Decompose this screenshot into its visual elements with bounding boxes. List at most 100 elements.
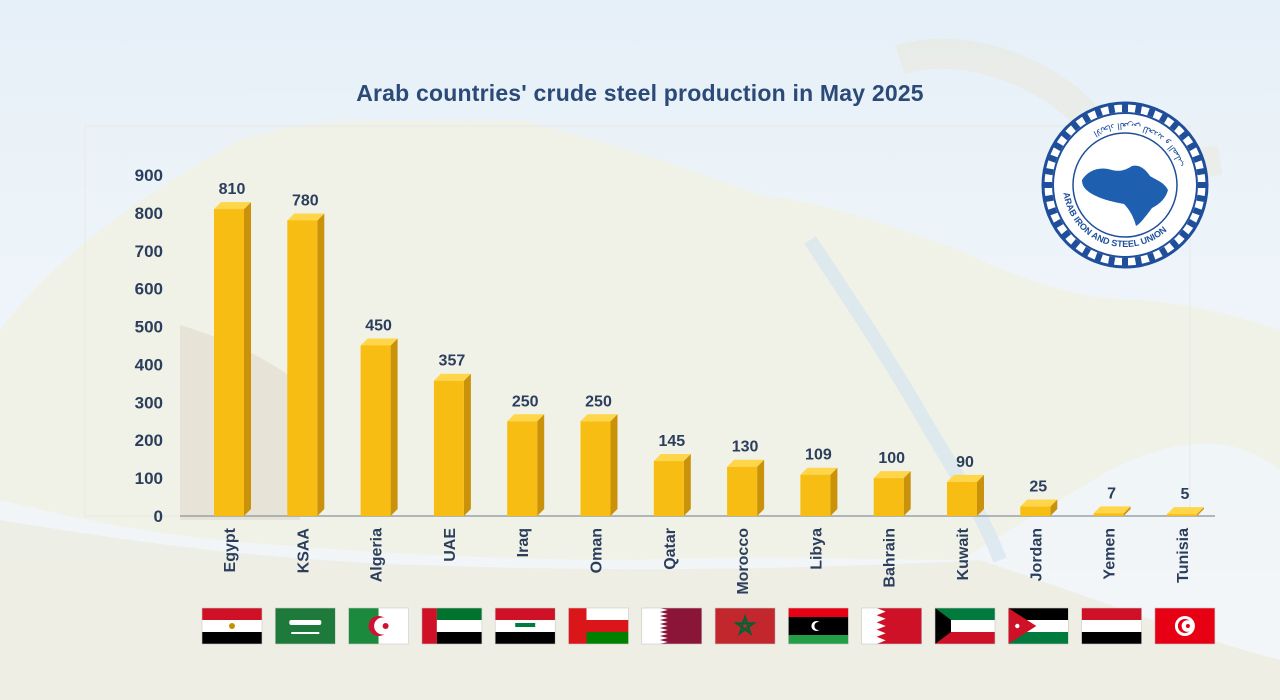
data-label: 109 [805, 447, 832, 464]
bar-front [507, 421, 538, 516]
arab-world-map-icon [1082, 165, 1168, 226]
bar-side [830, 467, 838, 516]
saudi-arabia-flag [274, 607, 336, 645]
kuwait-flag [934, 607, 996, 645]
bar-top [580, 414, 618, 422]
x-tick-label: Kuwait [955, 527, 972, 580]
bar-side [463, 373, 471, 516]
x-tick-label: Egypt [222, 527, 239, 572]
bar-side [903, 471, 911, 516]
bar-top [214, 202, 251, 210]
bar-top [1093, 506, 1131, 514]
x-tick-label: Bahrain [882, 528, 899, 588]
egypt-flag [201, 607, 263, 645]
bar-side [683, 454, 691, 516]
bahrain-flag [861, 607, 923, 645]
bar-side [244, 202, 251, 516]
data-label: 145 [658, 433, 685, 450]
bar-top [653, 454, 691, 462]
data-label: 250 [585, 393, 612, 410]
bar-top [287, 213, 325, 221]
bar-top [1020, 499, 1058, 507]
bar-front [1166, 514, 1197, 516]
x-tick-label: Algeria [369, 528, 386, 582]
bar-front [1020, 506, 1051, 516]
data-label: 357 [439, 353, 466, 370]
iraq-flag [494, 607, 556, 645]
y-tick-label: 700 [135, 242, 163, 261]
bar-front [800, 474, 831, 516]
data-label: 100 [878, 450, 905, 467]
bar-top [800, 467, 838, 475]
bar-front [214, 209, 244, 516]
data-label: 780 [292, 192, 319, 209]
y-tick-label: 300 [135, 393, 163, 412]
x-tick-label: Yemen [1102, 528, 1119, 580]
bar-side [1196, 507, 1204, 516]
data-label: 810 [219, 181, 246, 198]
x-tick-label: Oman [589, 528, 606, 573]
bar-front [873, 478, 904, 516]
bar-front [433, 380, 464, 516]
bar-side [757, 459, 765, 516]
bar-top [947, 474, 984, 482]
bar-side [977, 474, 984, 516]
arab-iron-and-steel-union-logo: ARAB IRON AND STEEL UNION الاتحاد العربي… [1041, 101, 1209, 269]
bar-tunisia [1166, 507, 1204, 516]
jordan-flag [1007, 607, 1069, 645]
x-tick-label: UAE [442, 528, 459, 562]
yemen-flag [1081, 607, 1142, 645]
x-tick-label: Morocco [735, 528, 752, 595]
bar-front [360, 345, 391, 516]
bar-morocco [727, 459, 765, 516]
bar-ksaa [287, 213, 325, 516]
bar-libya [800, 467, 838, 516]
bar-uae [433, 373, 471, 516]
bar-yemen [1093, 506, 1131, 516]
morocco-flag [714, 607, 776, 645]
bar-top [873, 471, 911, 479]
y-tick-label: 200 [135, 431, 163, 450]
x-tick-label: Qatar [662, 528, 679, 570]
y-tick-label: 500 [135, 318, 163, 337]
bar-front [653, 461, 684, 516]
y-tick-label: 100 [135, 469, 163, 488]
y-tick-label: 800 [135, 204, 163, 223]
bar-side [390, 338, 398, 516]
bar-egypt [214, 202, 251, 516]
bar-side [537, 414, 545, 516]
bar-top [507, 414, 545, 422]
data-label: 25 [1029, 479, 1047, 496]
algeria-flag [348, 607, 409, 645]
bar-front [727, 466, 758, 516]
data-label: 450 [365, 318, 392, 335]
bar-iraq [507, 414, 545, 516]
data-label: 250 [512, 393, 539, 410]
chart-title: Arab countries' crude steel production i… [356, 80, 924, 106]
bar-top [360, 338, 398, 346]
bar-side [610, 414, 618, 516]
uae-flag [421, 607, 483, 645]
x-tick-label: Libya [808, 528, 825, 570]
bar-kuwait [947, 474, 984, 516]
y-tick-label: 0 [154, 507, 163, 526]
bar-front [580, 421, 611, 516]
bar-front [287, 220, 318, 516]
bar-top [1166, 507, 1204, 515]
x-tick-label: Tunisia [1175, 528, 1192, 583]
libya-flag [788, 607, 849, 645]
bar-jordan [1020, 499, 1058, 516]
bar-side [317, 213, 325, 516]
x-tick-label: Iraq [515, 528, 532, 557]
x-tick-label: Jordan [1028, 528, 1045, 581]
bar-side [1123, 506, 1131, 516]
y-tick-label: 900 [135, 166, 163, 185]
bar-top [433, 373, 471, 381]
tunisia-flag [1154, 607, 1216, 645]
bar-oman [580, 414, 618, 516]
y-tick-label: 600 [135, 280, 163, 299]
data-label: 5 [1180, 486, 1189, 503]
bar-front [947, 481, 977, 516]
bar-top [727, 459, 765, 467]
